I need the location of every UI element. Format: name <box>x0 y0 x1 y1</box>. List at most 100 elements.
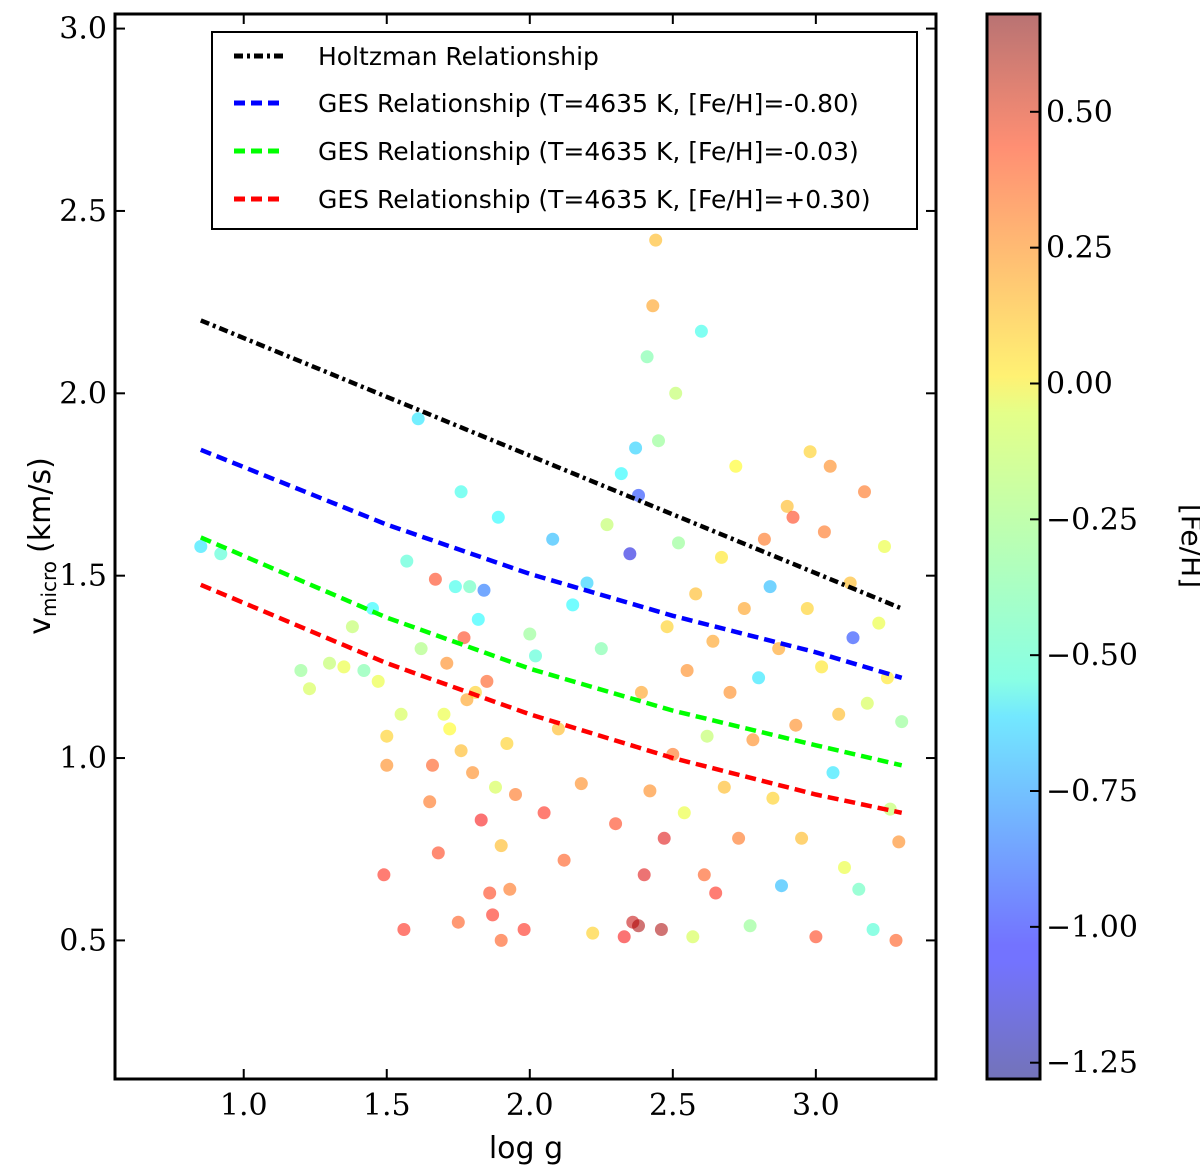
ges-line-metal-poor <box>199 447 903 680</box>
data-point <box>494 933 508 947</box>
data-point <box>586 926 600 940</box>
data-point <box>746 733 760 747</box>
data-point <box>523 627 537 641</box>
data-point <box>723 685 737 699</box>
colorbar-tick-label: −1.00 <box>1046 910 1138 945</box>
data-point <box>437 707 451 721</box>
data-point <box>634 685 648 699</box>
data-point <box>752 671 766 685</box>
data-point <box>686 930 700 944</box>
holtzman-line <box>199 318 903 611</box>
y-axis: 0.5 1.0 1.5 2.0 2.5 3.0 <box>59 12 936 958</box>
data-point <box>546 532 560 546</box>
data-point <box>394 707 408 721</box>
data-point <box>654 923 668 936</box>
data-point <box>480 674 494 688</box>
ges-line-metal-rich <box>199 582 903 816</box>
data-point <box>757 532 771 546</box>
data-point <box>494 839 508 853</box>
data-point <box>672 536 685 550</box>
data-point <box>715 550 728 564</box>
x-tick-label: 3.0 <box>792 1088 840 1123</box>
data-point <box>780 499 794 513</box>
x-tick-label: 1.5 <box>363 1088 411 1123</box>
colorbar-gradient <box>987 14 1040 1079</box>
data-point <box>431 846 445 860</box>
x-tick-label: 2.5 <box>649 1088 697 1123</box>
data-point <box>889 933 903 947</box>
data-point <box>443 722 457 736</box>
data-point <box>717 780 731 794</box>
plot-frame <box>113 12 938 1081</box>
data-point <box>632 488 645 502</box>
data-point <box>866 923 880 936</box>
data-point <box>680 664 694 677</box>
data-point <box>557 853 571 867</box>
svg-text:vmicro(km/s): vmicro (km/s) <box>23 457 61 635</box>
data-point <box>786 510 800 524</box>
data-point <box>895 715 909 729</box>
colorbar-tick-label: 0.00 <box>1046 366 1113 401</box>
data-point <box>440 656 454 670</box>
data-point <box>503 882 517 896</box>
legend-label-ges-metal-rich: GES Relationship (T=4635 K, [Fe/H]=+0.30… <box>318 185 871 214</box>
data-point <box>766 791 780 805</box>
data-point <box>474 813 488 827</box>
data-point <box>743 919 757 933</box>
colorbar-tick-label: −1.25 <box>1046 1046 1138 1081</box>
data-point <box>380 758 394 772</box>
data-point <box>883 802 897 816</box>
data-point <box>509 788 522 801</box>
data-point <box>411 412 425 426</box>
data-point <box>732 831 746 845</box>
data-point <box>463 580 477 594</box>
legend-box <box>211 31 918 230</box>
data-point <box>448 580 462 594</box>
data-point <box>609 817 623 831</box>
data-point <box>357 664 371 677</box>
data-point <box>878 540 891 553</box>
data-point <box>832 707 846 721</box>
data-point <box>646 299 660 313</box>
x-axis-label: log g <box>489 1131 563 1166</box>
data-point <box>817 525 831 539</box>
data-point <box>466 766 480 780</box>
data-point <box>643 784 657 798</box>
colorbar-tick-label: 0.25 <box>1046 231 1113 266</box>
x-tick-label: 1.0 <box>220 1088 268 1123</box>
data-point <box>486 908 500 922</box>
data-point <box>823 459 837 473</box>
y-axis-label-subscript: micro <box>37 561 61 617</box>
data-point <box>551 722 565 736</box>
data-point <box>614 467 628 481</box>
data-point <box>892 835 906 849</box>
colorbar-ticks: 0.50 0.25 0.00 −0.25 −0.50 −0.75 −1.00 −1.25 <box>1030 95 1138 1081</box>
data-point <box>303 682 316 696</box>
data-point <box>617 930 631 944</box>
relationship-lines <box>199 318 903 816</box>
data-point <box>471 612 485 626</box>
data-point <box>428 572 442 586</box>
data-point <box>815 660 829 674</box>
data-point <box>600 518 614 532</box>
data-point <box>623 547 637 561</box>
y-tick-label: 2.0 <box>59 376 107 411</box>
data-point <box>800 602 814 615</box>
data-point <box>677 806 691 820</box>
data-point <box>709 886 723 900</box>
data-point <box>566 598 580 612</box>
data-point <box>809 930 823 944</box>
colorbar-label: [Fe/H] <box>1175 504 1200 588</box>
data-point <box>345 620 359 634</box>
data-point <box>803 445 817 459</box>
y-tick-label: 1.0 <box>59 741 107 776</box>
data-point <box>380 729 394 743</box>
data-point <box>574 777 588 791</box>
y-axis-label-unit: (km/s) <box>23 457 58 553</box>
data-point <box>852 882 866 896</box>
data-point <box>489 780 502 794</box>
data-point <box>694 324 708 338</box>
data-point <box>632 919 645 933</box>
colorbar-tick-label: −0.25 <box>1046 502 1138 537</box>
